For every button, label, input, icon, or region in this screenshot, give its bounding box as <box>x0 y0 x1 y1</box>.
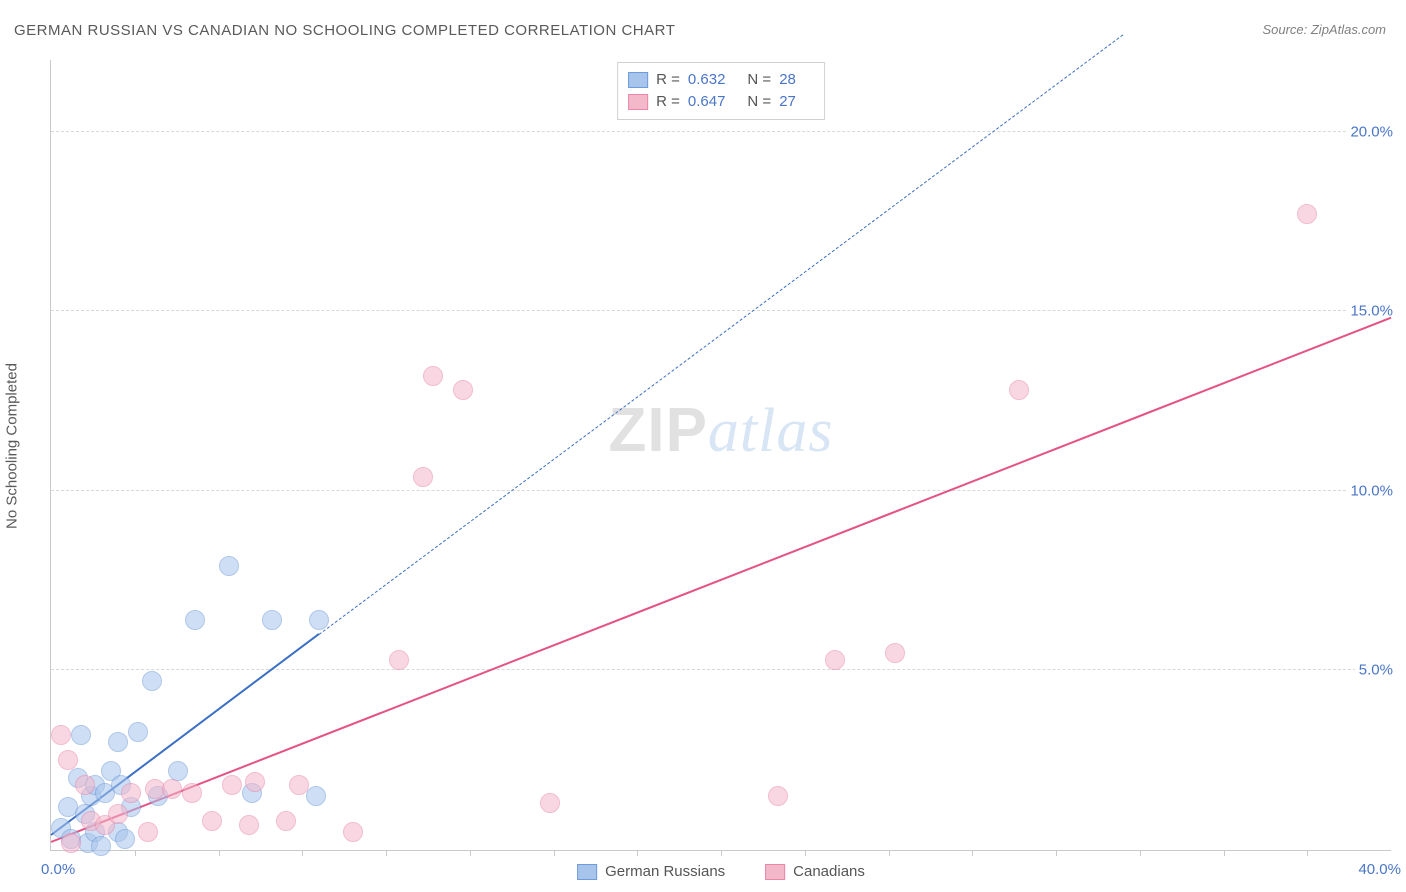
data-point <box>108 732 128 752</box>
data-point <box>306 786 326 806</box>
data-point <box>91 836 111 856</box>
data-point <box>245 772 265 792</box>
x-min-label: 0.0% <box>41 861 75 878</box>
n-label: N = <box>747 91 771 113</box>
legend-label: German Russians <box>605 863 725 880</box>
x-tick <box>721 850 722 856</box>
watermark: ZIPatlas <box>608 395 833 467</box>
legend-item-german-russians: German Russians <box>577 863 725 880</box>
r-label: R = <box>656 69 680 91</box>
stats-row-german-russians: R = 0.632 N = 28 <box>628 69 810 91</box>
data-point <box>309 610 329 630</box>
gridline <box>51 131 1391 132</box>
data-point <box>71 725 91 745</box>
x-tick <box>1056 850 1057 856</box>
swatch-canadians <box>765 864 785 880</box>
data-point <box>825 650 845 670</box>
x-tick <box>386 850 387 856</box>
x-tick <box>219 850 220 856</box>
data-point <box>885 643 905 663</box>
data-point <box>108 804 128 824</box>
gridline <box>51 490 1391 491</box>
data-point <box>162 779 182 799</box>
x-tick <box>889 850 890 856</box>
x-max-label: 40.0% <box>1358 861 1401 878</box>
x-tick <box>972 850 973 856</box>
trend-line <box>319 34 1124 634</box>
n-value-2: 27 <box>779 91 796 113</box>
data-point <box>121 783 141 803</box>
data-point <box>453 380 473 400</box>
series-legend: German Russians Canadians <box>577 863 865 880</box>
data-point <box>182 783 202 803</box>
data-point <box>138 822 158 842</box>
data-point <box>219 556 239 576</box>
x-tick <box>554 850 555 856</box>
r-value-1: 0.632 <box>688 69 726 91</box>
legend-label: Canadians <box>793 863 865 880</box>
x-tick <box>470 850 471 856</box>
data-point <box>1297 204 1317 224</box>
r-label: R = <box>656 91 680 113</box>
data-point <box>142 671 162 691</box>
stats-legend: R = 0.632 N = 28 R = 0.647 N = 27 <box>617 62 825 120</box>
y-tick-label: 10.0% <box>1346 482 1393 499</box>
swatch-german-russians <box>577 864 597 880</box>
data-point <box>222 775 242 795</box>
x-tick <box>1307 850 1308 856</box>
x-tick <box>1224 850 1225 856</box>
swatch-german-russians <box>628 72 648 88</box>
gridline <box>51 310 1391 311</box>
data-point <box>540 793 560 813</box>
scatter-plot: ZIPatlas R = 0.632 N = 28 R = 0.647 N = … <box>50 60 1391 851</box>
trend-line <box>51 317 1392 843</box>
data-point <box>413 467 433 487</box>
gridline <box>51 669 1391 670</box>
y-tick-label: 20.0% <box>1346 123 1393 140</box>
x-tick <box>302 850 303 856</box>
y-tick-label: 5.0% <box>1355 662 1393 679</box>
data-point <box>1009 380 1029 400</box>
x-tick <box>637 850 638 856</box>
source-attribution: Source: ZipAtlas.com <box>1262 22 1386 37</box>
data-point <box>262 610 282 630</box>
x-tick <box>1140 850 1141 856</box>
data-point <box>51 725 71 745</box>
data-point <box>128 722 148 742</box>
r-value-2: 0.647 <box>688 91 726 113</box>
data-point <box>61 833 81 853</box>
n-value-1: 28 <box>779 69 796 91</box>
data-point <box>58 750 78 770</box>
data-point <box>202 811 222 831</box>
data-point <box>289 775 309 795</box>
data-point <box>768 786 788 806</box>
x-tick <box>135 850 136 856</box>
chart-title: GERMAN RUSSIAN VS CANADIAN NO SCHOOLING … <box>14 22 675 39</box>
y-axis-label: No Schooling Completed <box>4 363 21 529</box>
data-point <box>75 775 95 795</box>
data-point <box>423 366 443 386</box>
data-point <box>185 610 205 630</box>
data-point <box>343 822 363 842</box>
data-point <box>389 650 409 670</box>
data-point <box>276 811 296 831</box>
n-label: N = <box>747 69 771 91</box>
x-tick <box>805 850 806 856</box>
legend-item-canadians: Canadians <box>765 863 865 880</box>
stats-row-canadians: R = 0.647 N = 27 <box>628 91 810 113</box>
swatch-canadians <box>628 94 648 110</box>
data-point <box>115 829 135 849</box>
data-point <box>239 815 259 835</box>
